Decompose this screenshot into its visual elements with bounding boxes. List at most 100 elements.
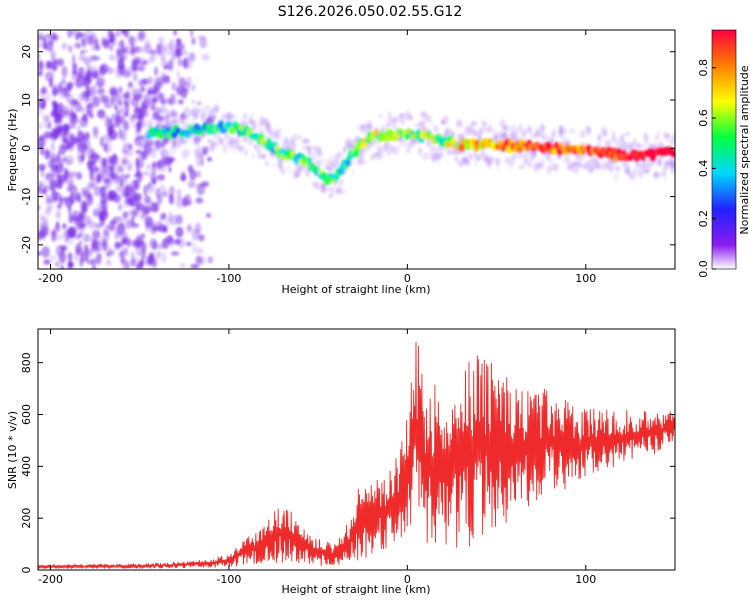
colorbar-tick-label: 0.6 bbox=[697, 109, 710, 127]
halo-cell bbox=[212, 140, 219, 146]
noise-cell bbox=[49, 255, 57, 261]
noise-cell bbox=[139, 214, 148, 220]
x-tick-label: 100 bbox=[575, 272, 596, 285]
halo-cell bbox=[433, 125, 439, 132]
noise-cell bbox=[38, 251, 42, 256]
noise-cell bbox=[195, 197, 204, 204]
y-tick-label: 800 bbox=[20, 352, 33, 373]
halo-cell bbox=[326, 187, 334, 192]
noise-cell bbox=[90, 177, 97, 190]
bottom-x-ticks: -200 -100 0 100 bbox=[38, 329, 596, 586]
noise-cell bbox=[51, 87, 59, 96]
noise-cell bbox=[117, 41, 121, 47]
noise-cell bbox=[74, 99, 78, 105]
noise-cell bbox=[133, 179, 140, 190]
noise-cell bbox=[38, 180, 43, 188]
halo-cell bbox=[238, 145, 244, 153]
noise-cell bbox=[94, 80, 104, 88]
halo-cell bbox=[621, 140, 629, 151]
noise-cell bbox=[105, 133, 114, 143]
halo-cell bbox=[665, 161, 671, 167]
halo-cell bbox=[430, 153, 437, 161]
halo-cell bbox=[192, 110, 199, 120]
noise-cell bbox=[47, 61, 53, 68]
halo-cell bbox=[173, 110, 178, 119]
signal-cell bbox=[516, 145, 523, 153]
noise-cell bbox=[38, 137, 45, 149]
noise-cell bbox=[158, 36, 164, 45]
halo-cell bbox=[313, 149, 321, 159]
noise-cell bbox=[168, 59, 174, 72]
noise-cell bbox=[130, 223, 140, 228]
noise-cell bbox=[200, 181, 210, 188]
halo-cell bbox=[202, 146, 210, 152]
noise-cell bbox=[38, 60, 44, 72]
noise-cell bbox=[63, 196, 68, 207]
halo-cell bbox=[213, 113, 217, 120]
noise-cell bbox=[163, 75, 171, 84]
noise-cell bbox=[127, 164, 132, 170]
noise-cell bbox=[68, 133, 75, 140]
halo-cell bbox=[222, 143, 229, 154]
halo-cell bbox=[378, 113, 384, 119]
halo-cell bbox=[524, 152, 530, 162]
noise-cell bbox=[170, 251, 180, 256]
halo-cell bbox=[291, 133, 299, 142]
noise-cell bbox=[188, 52, 196, 62]
top-y-axis-label: Frequency (Hz) bbox=[6, 109, 19, 192]
noise-cell bbox=[50, 129, 58, 142]
noise-cell bbox=[62, 156, 67, 163]
noise-cell bbox=[86, 102, 94, 109]
noise-cell bbox=[83, 233, 91, 243]
x-tick-label: -200 bbox=[38, 272, 63, 285]
halo-cell bbox=[351, 168, 355, 176]
halo-cell bbox=[585, 125, 592, 135]
noise-cell bbox=[176, 196, 184, 208]
noise-cell bbox=[116, 30, 120, 37]
signal-cell bbox=[218, 120, 224, 130]
halo-cell bbox=[138, 110, 145, 117]
noise-cell bbox=[191, 242, 197, 254]
colorbar-tick-label: 0.2 bbox=[697, 210, 710, 228]
noise-cell bbox=[106, 67, 115, 75]
noise-cell bbox=[107, 30, 113, 38]
halo-cell bbox=[244, 148, 248, 157]
noise-cell bbox=[166, 161, 171, 168]
noise-cell bbox=[136, 159, 145, 169]
noise-cell bbox=[154, 66, 159, 76]
snr-panel: -200 -100 0 100 0 200 400 600 800 Height of str… bbox=[6, 328, 676, 596]
noise-cell bbox=[45, 33, 54, 39]
noise-cell bbox=[161, 59, 167, 65]
halo-cell bbox=[383, 141, 390, 152]
noise-cell bbox=[76, 171, 83, 180]
noise-cell bbox=[137, 251, 142, 257]
halo-cell bbox=[481, 126, 487, 132]
noise-cell bbox=[156, 250, 161, 260]
noise-cell bbox=[119, 174, 128, 182]
noise-cell bbox=[79, 223, 85, 234]
halo-cell bbox=[400, 139, 408, 147]
noise-cell bbox=[123, 30, 130, 38]
halo-cell bbox=[459, 133, 465, 139]
halo-cell bbox=[176, 115, 181, 122]
halo-cell bbox=[139, 148, 143, 158]
noise-cell bbox=[108, 191, 115, 200]
noise-cell bbox=[103, 35, 108, 41]
noise-cell bbox=[69, 192, 76, 205]
noise-cell bbox=[120, 158, 129, 164]
noise-cell bbox=[42, 184, 50, 191]
noise-cell bbox=[159, 192, 168, 197]
bottom-y-ticks: 0 200 400 600 800 bbox=[20, 352, 675, 574]
noise-cell bbox=[119, 108, 127, 117]
noise-cell bbox=[170, 49, 177, 62]
noise-cell bbox=[103, 41, 110, 46]
halo-cell bbox=[366, 124, 373, 133]
noise-cell bbox=[75, 35, 80, 41]
noise-cell bbox=[131, 257, 140, 262]
noise-cell bbox=[148, 202, 157, 213]
noise-cell bbox=[53, 117, 58, 124]
noise-cell bbox=[38, 163, 46, 171]
halo-cell bbox=[140, 143, 145, 148]
halo-cell bbox=[521, 128, 527, 138]
noise-cell bbox=[141, 249, 146, 260]
